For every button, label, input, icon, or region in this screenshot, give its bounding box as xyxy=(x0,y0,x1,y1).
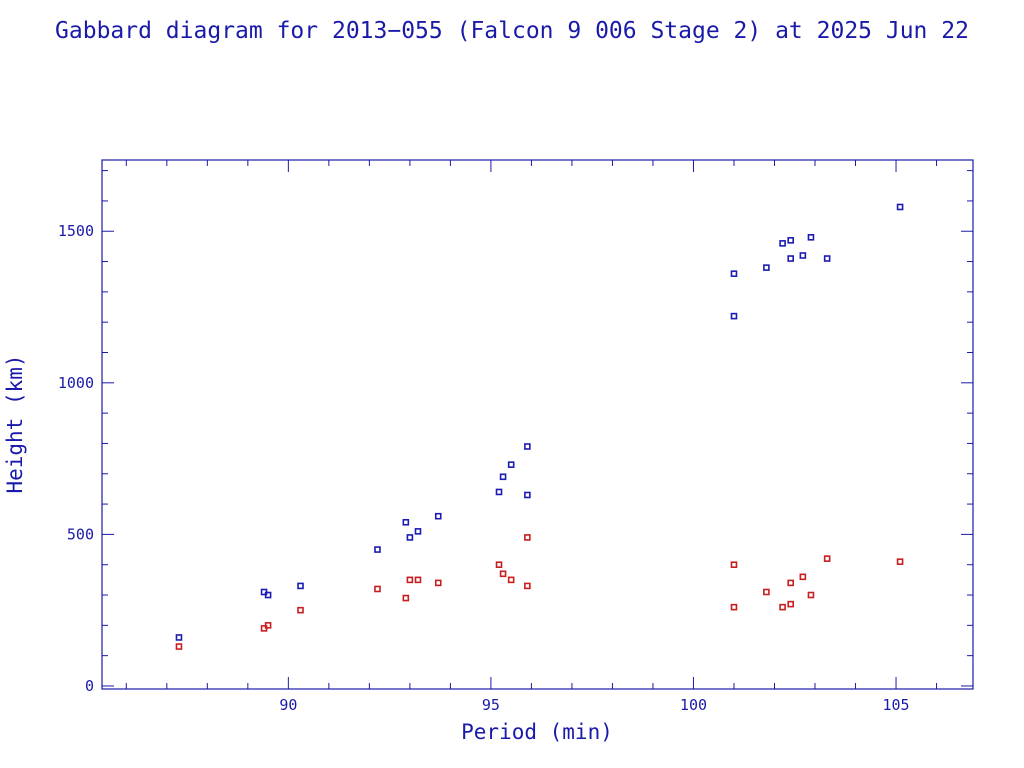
perigee-point xyxy=(264,622,272,629)
perigee-point xyxy=(499,570,507,578)
x-axis-label: Period (min) xyxy=(461,720,613,744)
apogee-point xyxy=(779,240,786,247)
y-tick-label: 500 xyxy=(67,525,94,543)
perigee-point xyxy=(374,585,381,593)
apogee-point xyxy=(807,234,815,241)
perigee-point xyxy=(402,594,410,602)
apogee-point xyxy=(402,518,410,526)
perigee-point xyxy=(495,561,503,569)
apogee-point xyxy=(730,270,738,277)
apogee-point xyxy=(787,255,794,262)
apogee-point xyxy=(787,237,794,244)
perigee-point xyxy=(297,606,304,614)
apogee-point xyxy=(414,528,422,535)
apogee-point xyxy=(823,255,831,262)
perigee-point xyxy=(779,603,786,611)
y-tick-label: 1500 xyxy=(58,222,94,240)
perigee-point xyxy=(763,588,770,596)
apogee-point xyxy=(434,512,442,520)
apogee-point xyxy=(406,534,414,541)
perigee-point xyxy=(507,576,515,584)
perigee-point xyxy=(799,573,807,581)
apogee-point xyxy=(524,491,531,499)
y-tick-label: 0 xyxy=(85,677,94,695)
apogee-point xyxy=(763,264,770,271)
apogee-point xyxy=(175,634,183,641)
perigee-point xyxy=(787,600,794,608)
y-axis-label: Height (km) xyxy=(3,354,27,493)
plot-frame xyxy=(101,159,974,690)
perigee-point xyxy=(175,643,183,650)
y-tick-label: 1000 xyxy=(58,374,94,392)
perigee-point xyxy=(787,579,794,587)
apogee-point xyxy=(799,252,807,259)
perigee-point xyxy=(524,582,531,590)
apogee-point xyxy=(297,582,304,590)
perigee-point xyxy=(807,591,815,599)
x-tick-label: 105 xyxy=(882,696,909,714)
apogee-point xyxy=(507,461,515,468)
apogee-point xyxy=(495,488,503,496)
x-tick-label: 95 xyxy=(482,696,500,714)
perigee-point xyxy=(414,576,422,584)
data-points xyxy=(175,203,904,650)
axis-ticks xyxy=(102,160,973,689)
apogee-point xyxy=(524,443,531,450)
perigee-point xyxy=(434,579,442,587)
x-tick-label: 90 xyxy=(279,696,297,714)
chart-title: Gabbard diagram for 2013−055 (Falcon 9 0… xyxy=(55,18,969,44)
apogee-point xyxy=(264,591,272,599)
perigee-point xyxy=(730,603,738,611)
apogee-point xyxy=(374,546,381,553)
tick-labels: 90 95 100 105 0 500 1000 1500 xyxy=(58,222,910,714)
apogee-point xyxy=(499,473,507,481)
apogee-point xyxy=(730,312,738,320)
perigee-point xyxy=(823,555,831,562)
apogee-point xyxy=(896,203,904,211)
perigee-point xyxy=(730,561,738,569)
perigee-point xyxy=(406,576,414,584)
perigee-point xyxy=(524,534,531,541)
perigee-point xyxy=(896,558,904,565)
x-tick-label: 100 xyxy=(680,696,707,714)
